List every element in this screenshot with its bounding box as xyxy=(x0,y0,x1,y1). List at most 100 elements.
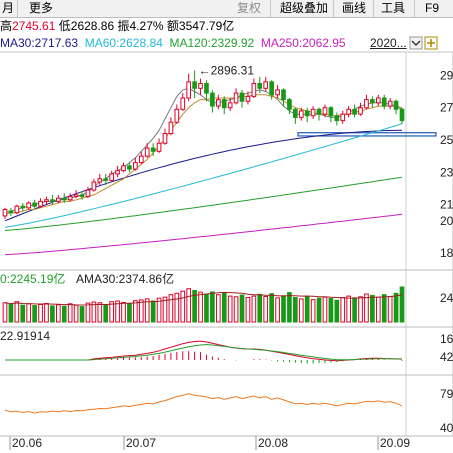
volume-bar xyxy=(168,294,174,323)
candle-body xyxy=(227,102,233,109)
high-value: 2745.61 xyxy=(12,19,56,33)
dea-line xyxy=(5,344,402,361)
candle-body xyxy=(399,108,405,122)
ama30-line xyxy=(4,291,403,306)
volume-bar xyxy=(387,295,393,323)
oscillator-tick-label: 40 xyxy=(440,421,453,435)
volume-bar xyxy=(370,294,375,323)
candle-body xyxy=(67,196,73,201)
candle-body xyxy=(127,165,132,170)
volume-bar xyxy=(316,297,322,323)
low-label: 低 xyxy=(58,19,71,33)
candle-body xyxy=(316,108,322,115)
volume-bar xyxy=(97,302,103,323)
volume-bar xyxy=(381,294,387,323)
candle-body xyxy=(192,81,197,89)
f9-button[interactable]: F9 xyxy=(425,1,440,15)
volume-bar xyxy=(121,301,126,323)
candle-body xyxy=(91,181,97,191)
candle-body xyxy=(352,108,357,115)
volume-bar xyxy=(346,295,352,323)
ma120-line xyxy=(4,176,403,231)
toolbar-divider xyxy=(333,0,334,17)
volume-bar xyxy=(281,295,286,323)
candle-body xyxy=(269,81,274,96)
volume-bar xyxy=(198,291,203,323)
candle-body xyxy=(381,97,387,107)
candle-body xyxy=(20,205,26,209)
volume-bar xyxy=(133,300,138,323)
volume-bar xyxy=(186,288,192,323)
candle-body xyxy=(322,107,328,115)
chevron-down-icon[interactable] xyxy=(409,36,423,50)
volume-bar xyxy=(304,296,310,323)
volume-bar xyxy=(109,301,114,323)
volume-bar xyxy=(144,298,150,323)
candle-body xyxy=(61,197,67,201)
price-stats: 高2745.61 低2628.86 振4.27% 额3547.79亿 xyxy=(0,18,234,34)
candle-body xyxy=(293,108,298,118)
candle-body xyxy=(138,155,144,164)
volume-bar xyxy=(162,296,168,323)
candle-body xyxy=(215,99,221,107)
toolbar-divider xyxy=(373,0,374,17)
candle-body xyxy=(162,133,168,144)
candle-body xyxy=(245,95,251,102)
oscillator-tick-label: 79 xyxy=(440,387,453,401)
ma250-legend: MA250:2062.95 xyxy=(260,36,346,50)
candle-body xyxy=(387,100,393,107)
draw-line-button[interactable]: 画线 xyxy=(342,1,367,15)
volume-bar xyxy=(103,304,109,323)
candle-body xyxy=(375,97,381,104)
candle-body xyxy=(55,197,61,202)
x-tick-label: 20.07 xyxy=(126,436,156,450)
candle-body xyxy=(358,107,363,115)
volume-bar xyxy=(44,302,49,323)
volume-bar xyxy=(50,305,55,323)
volume-legend: 0:2245.19亿 xyxy=(0,272,66,286)
y-tick-label: 29 xyxy=(440,68,453,82)
candle-body xyxy=(44,199,49,202)
candle-body xyxy=(174,108,180,123)
volume-bar xyxy=(358,296,363,323)
candle-body xyxy=(287,99,292,110)
volume-bar xyxy=(204,293,209,323)
volume-bar xyxy=(340,297,346,323)
super-overlay-button[interactable]: 超级叠加 xyxy=(280,1,329,15)
volume-bar xyxy=(269,293,274,323)
oscillator-line xyxy=(4,393,403,414)
ma60-legend: MA60:2628.84 xyxy=(84,36,163,50)
volume-bar xyxy=(210,291,215,323)
dif-line xyxy=(5,340,403,362)
volume-bar xyxy=(310,299,316,323)
date-range-dropdown[interactable]: 2020... xyxy=(370,36,407,50)
volume-bar xyxy=(115,300,120,323)
candle-body xyxy=(257,82,263,89)
ma120-legend: MA120:2329.92 xyxy=(169,36,255,50)
candle-body xyxy=(2,208,8,217)
volume-bar xyxy=(85,302,91,323)
candle-body xyxy=(50,199,55,202)
indicator-tick-label: 42 xyxy=(440,350,453,364)
volume-bar xyxy=(180,290,186,323)
candle-body xyxy=(304,110,310,117)
plus-icon[interactable] xyxy=(424,36,438,50)
tools-button[interactable]: 工具 xyxy=(381,1,406,15)
candle-body xyxy=(251,82,257,97)
toolbar-divider xyxy=(17,0,18,17)
volume-bar xyxy=(322,296,328,323)
volume-bar xyxy=(8,304,14,323)
amplitude-label: 振 xyxy=(117,19,130,33)
candle-body xyxy=(364,99,369,109)
more-button[interactable]: 更多 xyxy=(29,1,54,15)
amount-label: 额 xyxy=(166,19,179,33)
volume-bar xyxy=(127,303,132,323)
volume-bar xyxy=(275,297,280,323)
volume-bar xyxy=(14,301,20,323)
candle-body xyxy=(281,89,286,101)
candle-body xyxy=(310,108,316,117)
candle-body xyxy=(156,142,162,152)
volume-bar xyxy=(298,298,304,323)
restore-rights-button[interactable]: 复权 xyxy=(237,1,262,15)
period-month-button[interactable]: 月 xyxy=(2,1,15,15)
